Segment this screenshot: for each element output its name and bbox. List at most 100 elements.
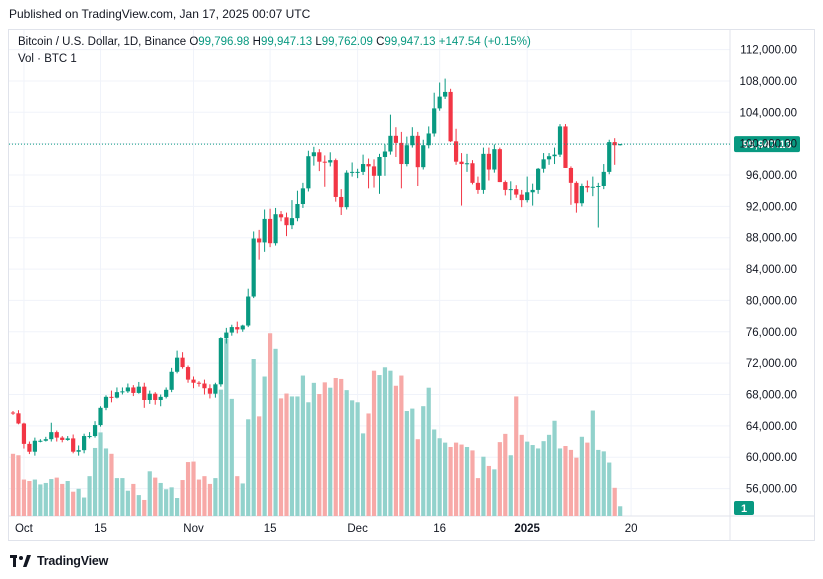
volume-bar [585, 442, 590, 516]
candle [142, 382, 147, 408]
candle-body [92, 425, 98, 437]
volume-bar [481, 456, 486, 516]
volume-bar [552, 420, 557, 516]
volume-bar [169, 487, 174, 516]
candle [371, 159, 377, 188]
candle [437, 82, 442, 111]
candle-body [202, 383, 207, 389]
price-tick-label: 60,000.00 [746, 452, 797, 464]
candle [607, 139, 612, 175]
volume-bar [415, 439, 420, 516]
candle [596, 182, 601, 228]
volume-bar [103, 448, 109, 516]
candle-body [579, 185, 584, 204]
candle-body [574, 182, 579, 204]
candle-body [426, 133, 431, 146]
volume-bar [246, 419, 251, 516]
volume-bar [607, 462, 612, 516]
candle [60, 436, 65, 443]
candle-body [213, 384, 218, 394]
volume-bar [131, 483, 136, 516]
candle-body [459, 161, 464, 165]
volume-bar [284, 393, 289, 516]
candle [618, 144, 623, 146]
time-tick-label: 15 [264, 523, 277, 535]
candle [612, 138, 617, 165]
candle [426, 126, 431, 149]
symbol-title[interactable]: Bitcoin / U.S. Dollar, 1D, Binance [18, 36, 187, 48]
candle [240, 324, 245, 332]
volume-bar [618, 506, 623, 516]
time-tick-label: Nov [183, 523, 204, 535]
candle [388, 114, 393, 155]
candle [158, 394, 163, 407]
volume-bar [339, 378, 344, 516]
candle-body [295, 204, 300, 219]
candle [563, 124, 568, 168]
volume-bar [399, 375, 404, 516]
last-price-tag [734, 136, 800, 153]
candle-body [432, 108, 437, 134]
volume-bar [257, 416, 262, 516]
candle-body [120, 391, 125, 393]
volume-bar [295, 396, 300, 516]
price-tick-label: 76,000.00 [746, 327, 797, 339]
volume-bar [147, 471, 152, 516]
candle-body [453, 141, 459, 162]
volume-bar [601, 451, 606, 516]
candle [481, 147, 486, 194]
volume-bar [546, 434, 552, 516]
candle-body [60, 437, 65, 440]
candle [10, 410, 16, 415]
volume-bar [519, 434, 524, 516]
volume-bar [142, 499, 147, 516]
volume-bar [404, 411, 409, 516]
candle [191, 376, 196, 389]
high-label: H [252, 36, 261, 48]
candle [443, 78, 448, 99]
candle-body [563, 126, 568, 168]
last-price-line: 99,947.13 1 [9, 136, 800, 515]
volume-bar [563, 446, 568, 516]
candle-body [612, 142, 617, 146]
candle [344, 170, 349, 210]
price-tick-label: 68,000.00 [746, 390, 797, 402]
candle-body [475, 182, 481, 190]
candle [486, 147, 491, 181]
candle-body [355, 171, 360, 173]
candle [147, 390, 152, 404]
candle-body [82, 436, 87, 451]
candle-body [596, 185, 601, 187]
candle [267, 208, 273, 248]
volume-bar [536, 448, 541, 516]
candle-body [218, 338, 223, 385]
candle-body [10, 412, 16, 414]
open-value: 99,796.98 [198, 36, 250, 48]
volume-bar [355, 402, 360, 516]
volume-bar [486, 465, 491, 516]
volume-value-tag-label: 1 [741, 503, 747, 515]
candle-body [54, 432, 59, 438]
candle-body [109, 396, 114, 398]
volume-bars [10, 333, 623, 516]
volume-bar [164, 489, 169, 516]
candle-body [601, 171, 606, 186]
candle [590, 176, 595, 197]
change-value: +147.54 (+0.15%) [438, 36, 531, 48]
candle [306, 150, 311, 192]
volume-label[interactable]: Vol · BTC [18, 53, 68, 65]
volume-bar [443, 442, 448, 516]
price-tick-label: 88,000.00 [746, 233, 797, 245]
candle-body [76, 450, 81, 452]
candle-body [541, 159, 546, 169]
candle-body [196, 382, 202, 384]
candle [185, 365, 191, 383]
last-price-tag-label: 99,947.13 [743, 139, 792, 151]
candle [229, 324, 234, 336]
time-tick-label: 20 [625, 523, 638, 535]
tradingview-footer[interactable]: TradingView [10, 554, 108, 568]
chart-frame [8, 29, 815, 541]
close-value: 99,947.13 [384, 36, 436, 48]
candle-body [273, 214, 278, 244]
